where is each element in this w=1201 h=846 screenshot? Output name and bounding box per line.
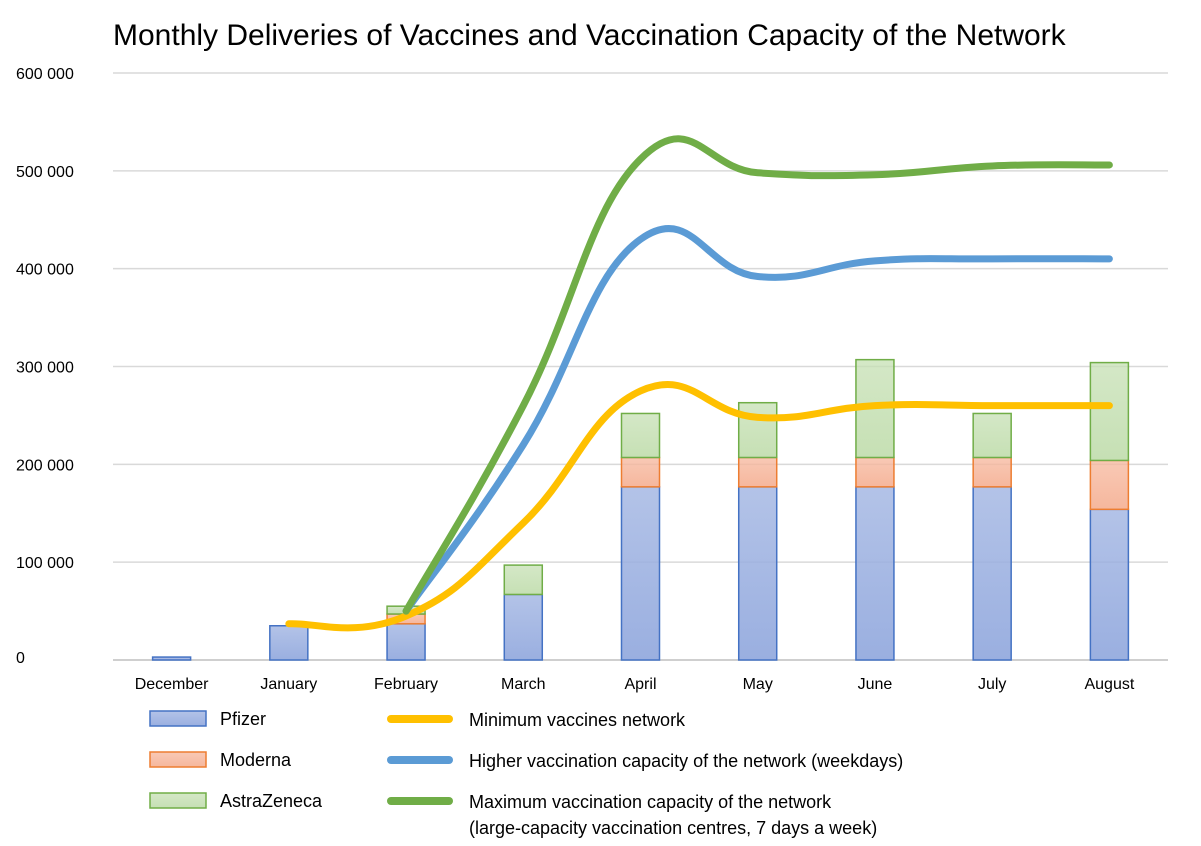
bar-pfizer-march <box>503 593 544 661</box>
bar-moderna-july <box>972 456 1012 488</box>
bar-astrazeneca-april <box>620 412 661 459</box>
legend-label-pfizer: Pfizer <box>220 709 266 729</box>
bar-moderna-may <box>737 456 778 488</box>
legend-swatch-pfizer <box>149 710 207 727</box>
legend-label-moderna: Moderna <box>220 750 292 770</box>
chart-title: Monthly Deliveries of Vaccines and Vacci… <box>113 19 1067 52</box>
bar-astrazeneca-may <box>737 401 778 459</box>
bars <box>151 358 1130 661</box>
bar-pfizer-december <box>151 656 192 661</box>
legend-swatch-moderna <box>149 751 207 768</box>
bar-pfizer-june <box>855 486 895 661</box>
x-axis-ticks: December January February March April May June… <box>135 676 1135 693</box>
legend: Pfizer Moderna AstraZeneca Minimum vaccines… <box>149 709 903 838</box>
x-tick-label: June <box>858 676 893 693</box>
y-tick-label: 0 <box>16 650 25 667</box>
line-series-0 <box>285 381 1113 632</box>
y-tick-label: 600 000 <box>16 66 74 83</box>
y-tick-label: 100 000 <box>16 555 74 572</box>
line-series-1 <box>402 225 1113 615</box>
bar-moderna-april <box>620 456 661 488</box>
x-tick-label: April <box>624 676 656 693</box>
legend-label-astrazeneca: AstraZeneca <box>220 791 323 811</box>
y-tick-label: 300 000 <box>16 360 74 377</box>
bar-pfizer-may <box>737 486 778 661</box>
legend-label-line-1: Higher vaccination capacity of the netwo… <box>469 751 903 771</box>
y-tick-label: 500 000 <box>16 164 74 181</box>
legend-swatch-astrazeneca <box>149 792 207 809</box>
bar-pfizer-april <box>620 486 661 661</box>
y-axis-ticks: 0 100 000 200 000 300 000 400 000 500 000 600 … <box>16 66 74 667</box>
legend-label-line-2-sub: (large-capacity vaccination centres, 7 d… <box>469 818 877 838</box>
x-tick-label: August <box>1084 676 1134 693</box>
x-tick-label: December <box>135 676 209 693</box>
legend-label-line-0: Minimum vaccines network <box>469 710 686 730</box>
y-tick-label: 200 000 <box>16 457 74 474</box>
bar-pfizer-february <box>386 623 426 661</box>
x-tick-label: March <box>501 676 545 693</box>
x-tick-label: January <box>260 676 317 693</box>
bar-astrazeneca-march <box>503 564 544 596</box>
x-tick-label: February <box>374 676 438 693</box>
bar-astrazeneca-july <box>972 412 1012 459</box>
bar-moderna-august <box>1089 459 1130 511</box>
x-tick-label: May <box>743 676 773 693</box>
line-series-2 <box>402 135 1113 615</box>
bar-pfizer-august <box>1089 508 1130 661</box>
y-tick-label: 400 000 <box>16 262 74 279</box>
bar-pfizer-january <box>269 625 309 661</box>
bar-pfizer-july <box>972 486 1012 661</box>
series-lines <box>285 135 1113 632</box>
x-tick-label: July <box>978 676 1006 693</box>
bar-moderna-june <box>855 456 895 488</box>
bar-astrazeneca-august <box>1089 361 1130 462</box>
legend-label-line-2: Maximum vaccination capacity of the netw… <box>469 792 832 812</box>
